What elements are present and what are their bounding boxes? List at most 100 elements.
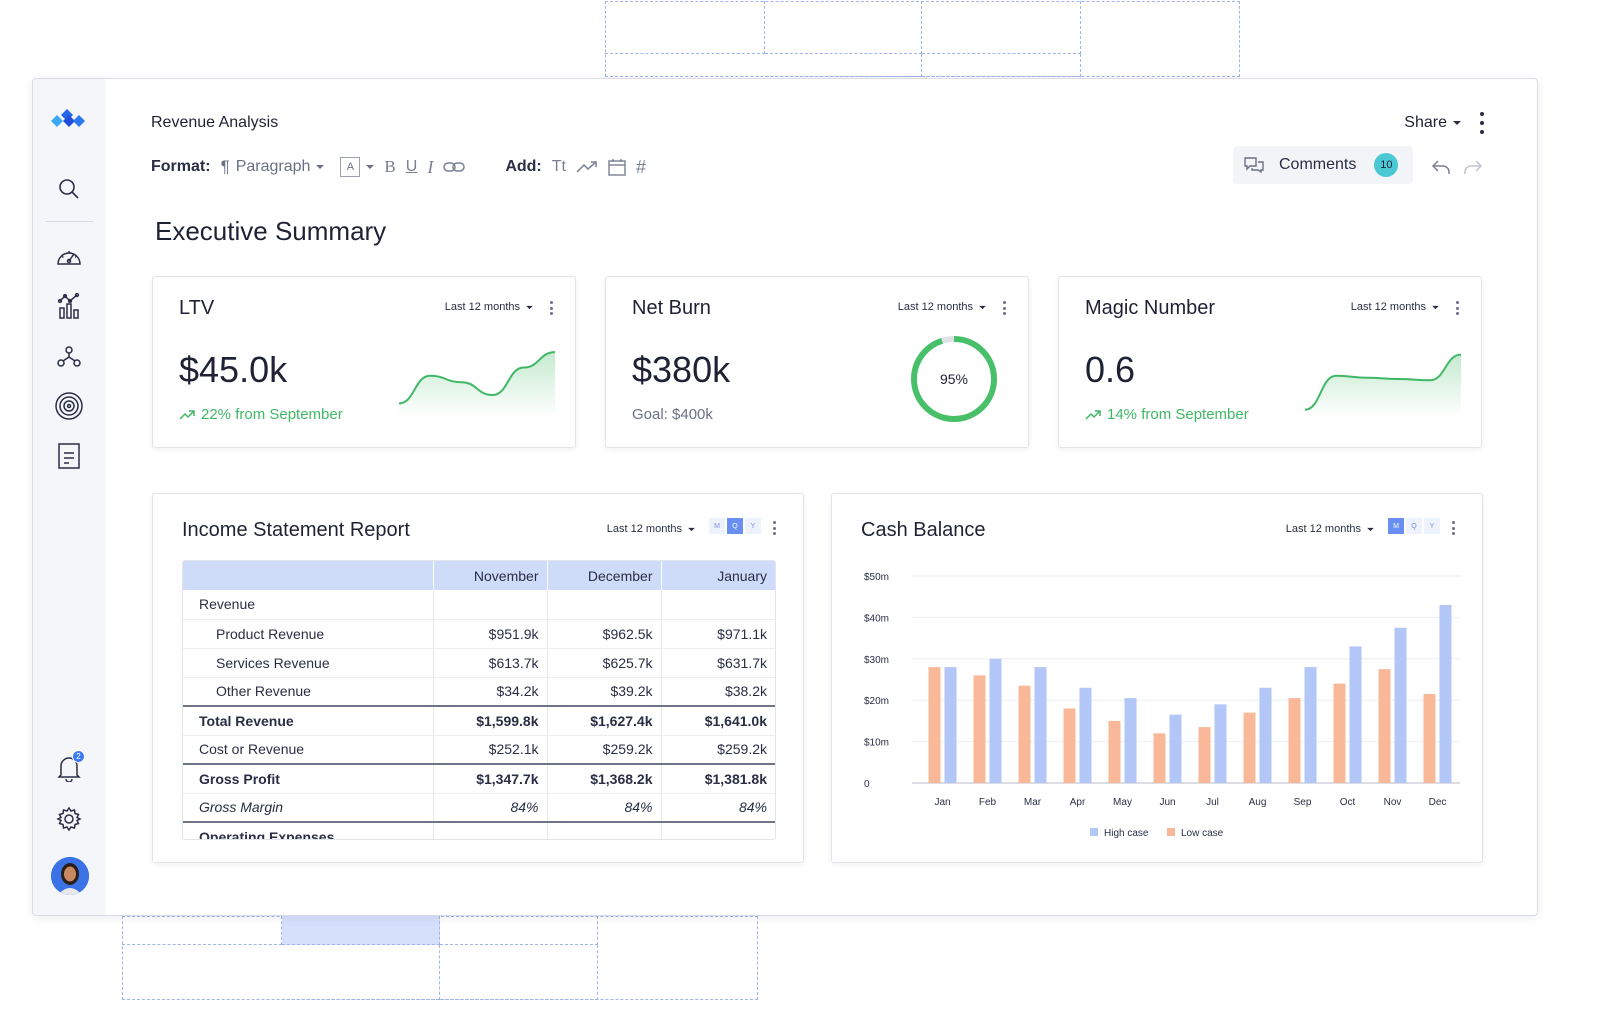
user-avatar[interactable] <box>51 857 89 895</box>
kpi-title: Magic Number <box>1085 297 1216 319</box>
row-label: Operating Expenses <box>183 821 433 839</box>
table-row[interactable]: Services Revenue $613.7k $625.7k $631.7k <box>183 648 775 678</box>
period-dropdown[interactable]: Last 12 months <box>898 301 986 313</box>
bar-low-case[interactable] <box>1153 733 1166 783</box>
bar-high-case[interactable] <box>1079 687 1092 783</box>
toggle-m[interactable]: M <box>709 518 725 534</box>
add-date-calendar-icon[interactable] <box>608 158 626 176</box>
column-header[interactable]: January <box>660 561 775 590</box>
analytics-icon[interactable] <box>53 290 85 322</box>
dashboard-gauge-icon[interactable] <box>53 240 85 272</box>
bar-high-case[interactable] <box>989 658 1002 783</box>
bar-high-case[interactable] <box>1034 667 1047 783</box>
bar-high-case[interactable] <box>1124 698 1137 783</box>
toggle-m[interactable]: M <box>1388 518 1404 534</box>
toggle-y[interactable]: Y <box>745 518 761 534</box>
italic-icon[interactable]: I <box>427 156 434 177</box>
bar-low-case[interactable] <box>1288 698 1301 783</box>
column-header[interactable]: December <box>546 561 661 590</box>
column-header[interactable]: November <box>432 561 547 590</box>
bar-low-case[interactable] <box>1378 669 1391 783</box>
card-menu-icon[interactable] <box>1452 521 1456 535</box>
bar-low-case[interactable] <box>1423 693 1436 783</box>
paragraph-style-label: Paragraph <box>235 158 311 175</box>
period-dropdown[interactable]: Last 12 months <box>445 301 533 313</box>
table-row[interactable]: Gross Profit $1,347.7k $1,368.2k $1,381.8k <box>183 763 775 794</box>
more-options-icon[interactable] <box>1479 112 1485 134</box>
bar-low-case[interactable] <box>1108 720 1121 783</box>
trend-up-icon <box>1085 409 1101 420</box>
period-label: Last 12 months <box>1350 301 1426 313</box>
card-menu-icon[interactable] <box>1003 301 1007 315</box>
bar-low-case[interactable] <box>973 675 986 783</box>
table-row[interactable]: Product Revenue $951.9k $962.5k $971.1k <box>183 619 775 649</box>
link-icon[interactable] <box>443 160 466 174</box>
bar-high-case[interactable] <box>1169 714 1182 783</box>
bar-low-case[interactable] <box>1018 685 1031 783</box>
card-menu-icon[interactable] <box>1456 301 1460 315</box>
table-row[interactable]: Total Revenue $1,599.8k $1,627.4k $1,641.0k <box>183 705 775 736</box>
font-color-dropdown[interactable]: A <box>340 157 375 177</box>
x-tick-label: Aug <box>1249 797 1267 808</box>
legend-label[interactable]: Low case <box>1181 828 1224 839</box>
y-tick-label: 0 <box>864 779 870 790</box>
legend-label[interactable]: High case <box>1104 828 1149 839</box>
table-cell: $971.1k <box>660 619 775 649</box>
bar-high-case[interactable] <box>1259 687 1272 783</box>
bar-low-case[interactable] <box>1243 712 1256 783</box>
bar-high-case[interactable] <box>1214 704 1227 783</box>
background-grid-cell <box>605 1 765 54</box>
table-row[interactable]: Revenue <box>183 590 775 620</box>
table-cell: $39.2k <box>546 677 661 707</box>
toggle-q[interactable]: Q <box>1406 518 1422 534</box>
logo-icon[interactable] <box>49 109 89 133</box>
integrations-icon[interactable] <box>53 340 85 372</box>
toggle-q[interactable]: Q <box>727 518 743 534</box>
document-icon[interactable] <box>53 440 85 472</box>
x-tick-label: Mar <box>1024 797 1042 808</box>
table-cell: $1,641.0k <box>660 705 775 736</box>
bar-low-case[interactable] <box>1333 683 1346 783</box>
notifications-bell-icon[interactable]: 2 <box>53 750 85 784</box>
bar-low-case[interactable] <box>1063 708 1076 783</box>
bar-low-case[interactable] <box>928 667 941 783</box>
document-title[interactable]: Revenue Analysis <box>151 114 279 131</box>
settings-gear-icon[interactable] <box>53 803 85 835</box>
comments-button[interactable]: Comments 10 <box>1233 146 1413 184</box>
card-menu-icon[interactable] <box>773 521 777 535</box>
bar-low-case[interactable] <box>1198 727 1211 783</box>
bar-high-case[interactable] <box>1349 646 1362 783</box>
column-header[interactable] <box>183 561 433 590</box>
caret-down-icon <box>1453 121 1461 125</box>
toggle-y[interactable]: Y <box>1424 518 1440 534</box>
underline-icon[interactable]: U <box>405 158 418 175</box>
search-icon[interactable] <box>53 173 85 205</box>
table-row[interactable]: Gross Margin 84% 84% 84% <box>183 793 775 823</box>
redo-icon[interactable] <box>1463 159 1483 180</box>
cash-balance-chart: 0 $10m $20m $30m $40m $50m Jan Feb Mar Apr May Jun J… <box>864 572 1460 839</box>
period-dropdown[interactable]: Last 12 months <box>1286 523 1374 535</box>
share-button[interactable]: Share <box>1404 114 1461 132</box>
target-icon[interactable] <box>53 390 85 422</box>
background-grid-cell-highlight <box>282 916 440 945</box>
card-menu-icon[interactable] <box>550 301 554 315</box>
table-row[interactable]: Other Revenue $34.2k $39.2k $38.2k <box>183 677 775 707</box>
caret-down-icon <box>316 165 325 169</box>
period-dropdown[interactable]: Last 12 months <box>607 523 695 535</box>
table-row[interactable]: Operating Expenses <box>183 821 775 839</box>
add-text-icon[interactable]: Tt <box>551 158 566 175</box>
paragraph-style-dropdown[interactable]: ¶ Paragraph <box>221 157 325 177</box>
bold-icon[interactable]: B <box>384 157 396 176</box>
table-cell <box>546 590 661 620</box>
bar-high-case[interactable] <box>1304 667 1317 783</box>
bar-high-case[interactable] <box>1394 627 1407 783</box>
table-row[interactable]: Cost or Revenue $252.1k $259.2k $259.2k <box>183 735 775 765</box>
income-table-container[interactable]: November December January Revenue Product R… <box>182 560 776 840</box>
add-chart-trend-icon[interactable] <box>576 160 598 174</box>
bar-high-case[interactable] <box>1439 604 1452 783</box>
add-number-hash-icon[interactable]: # <box>635 156 646 177</box>
period-dropdown[interactable]: Last 12 months <box>1351 301 1439 313</box>
bar-high-case[interactable] <box>944 667 957 783</box>
undo-icon[interactable] <box>1431 159 1451 180</box>
period-label: Last 12 months <box>606 523 682 535</box>
